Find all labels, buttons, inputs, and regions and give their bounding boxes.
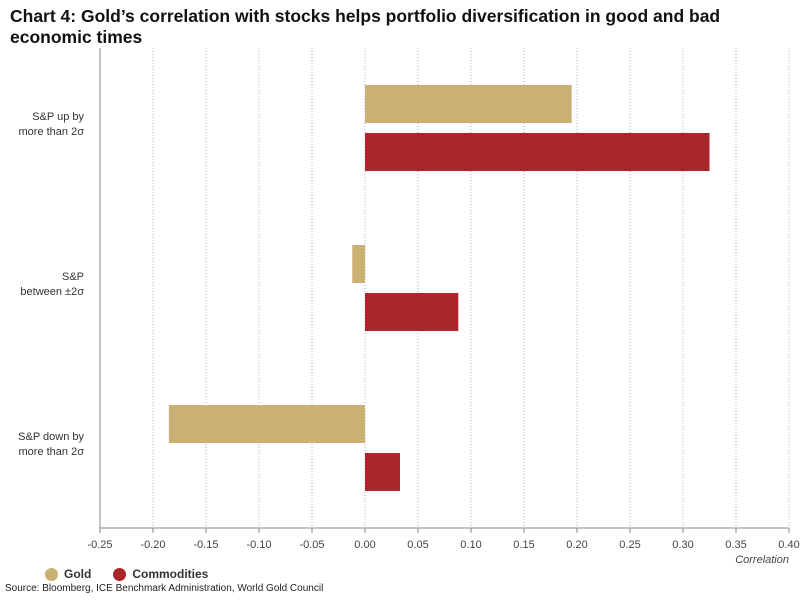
legend-swatch-gold (45, 567, 58, 581)
legend-label-commodities: Commodities (132, 567, 209, 581)
x-tick-label: -0.15 (193, 539, 218, 551)
bars (168, 85, 710, 491)
x-tick-label: 0.15 (513, 539, 534, 551)
x-tick-label: -0.05 (299, 539, 324, 551)
x-tick-label: 0.10 (460, 539, 481, 551)
category-label: S&P up by more than 2σ (0, 110, 85, 140)
chart-title: Chart 4: Gold’s correlation with stocks … (10, 6, 721, 47)
legend-swatch-commodities (113, 567, 127, 581)
legend-item-gold: Gold (45, 567, 91, 581)
x-tick-label: 0.05 (407, 539, 428, 551)
legend: Gold Commodities (45, 567, 230, 581)
category-label-line: between ±2σ (20, 286, 84, 298)
x-axis-label: Correlation (735, 554, 789, 566)
x-tick-label: -0.25 (87, 539, 112, 551)
category-label: S&P down by more than 2σ (0, 430, 84, 460)
category-label: S&P between ±2σ (0, 270, 84, 300)
x-tick-label: 0.20 (566, 539, 587, 551)
x-tick-label: -0.20 (140, 539, 165, 551)
legend-label-gold: Gold (64, 567, 92, 581)
category-label-line: S&P down by (18, 431, 84, 443)
bar-commodities-2 (365, 453, 400, 491)
axes (99, 48, 790, 533)
category-label-line: S&P up by (32, 111, 84, 123)
bar-commodities-1 (365, 293, 459, 331)
legend-item-commodities: Commodities (113, 567, 208, 581)
source-note: Source: Bloomberg, ICE Benchmark Adminis… (5, 583, 324, 594)
bar-gold-0 (365, 85, 572, 123)
x-tick-label: 0.00 (354, 539, 375, 551)
x-tick-labels: -0.25 -0.20 -0.15 -0.10 -0.05 0.00 0.05 0.10 0.1… (87, 539, 799, 551)
x-tick-label: 0.35 (725, 539, 746, 551)
grid-lines (152, 48, 790, 528)
bar-commodities-0 (365, 133, 710, 171)
x-tick-label: -0.10 (246, 539, 271, 551)
category-label-line: more than 2σ (18, 446, 85, 458)
x-tick-label: 0.40 (778, 539, 799, 551)
bar-gold-2 (168, 405, 365, 443)
x-tick-label: 0.30 (672, 539, 693, 551)
bar-gold-1 (352, 245, 365, 283)
x-tick-label: 0.25 (619, 539, 640, 551)
category-label-line: S&P (61, 271, 84, 283)
category-label-line: more than 2σ (18, 126, 85, 138)
